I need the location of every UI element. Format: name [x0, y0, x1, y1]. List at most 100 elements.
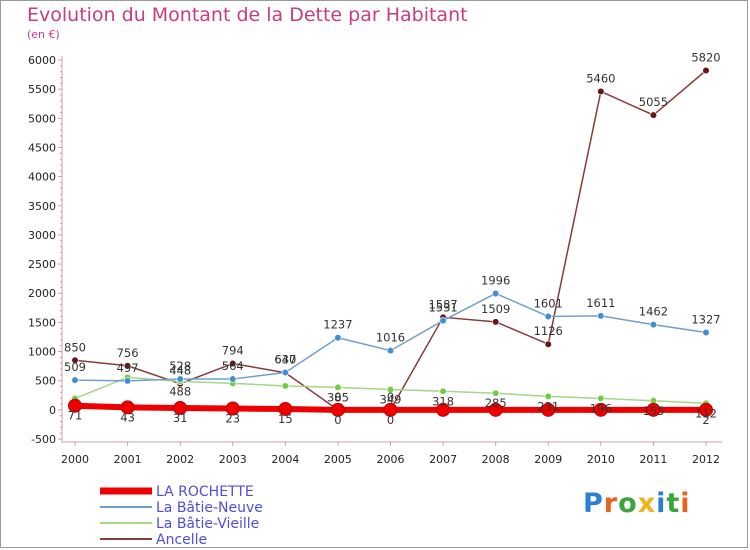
data-point [68, 398, 82, 413]
logo-letter: o [618, 488, 638, 519]
data-label: 31 [173, 411, 188, 425]
data-label: 1531 [428, 301, 457, 315]
y-tick-label: 500 [35, 375, 56, 388]
x-tick-label: 2004 [271, 453, 299, 466]
y-tick-label: 3000 [28, 229, 56, 242]
data-point [334, 383, 342, 391]
data-point [649, 111, 658, 119]
data-point [436, 402, 451, 417]
data-label: 640 [274, 353, 296, 367]
data-point [593, 402, 608, 417]
data-label: 528 [169, 359, 191, 373]
data-point [488, 402, 503, 417]
data-label: 1996 [481, 273, 510, 287]
data-label: 1462 [639, 305, 668, 319]
data-label: 231 [537, 399, 559, 413]
data-point [597, 312, 605, 320]
y-tick-label: 4000 [28, 171, 56, 184]
data-label: 1016 [376, 331, 405, 345]
data-point [699, 402, 713, 417]
x-tick-label: 2006 [377, 453, 405, 466]
data-label: 1601 [534, 296, 563, 310]
data-point [281, 368, 289, 377]
data-point [334, 334, 342, 342]
y-tick-label: 5500 [28, 83, 56, 96]
x-tick-label: 2002 [166, 453, 194, 466]
y-tick-label: -500 [31, 433, 56, 446]
data-label: 112 [695, 406, 717, 420]
data-point [597, 394, 605, 403]
data-point [281, 382, 289, 390]
data-point [173, 401, 188, 416]
logo-letter: i [656, 488, 667, 519]
y-tick-label: 6000 [28, 54, 56, 67]
data-point [702, 328, 710, 337]
data-point [330, 402, 345, 417]
data-label: 497 [117, 361, 139, 375]
x-tick-label: 2001 [114, 453, 142, 466]
data-label: 448 [169, 364, 191, 378]
legend-label: LA ROCHETTE [156, 484, 254, 500]
y-tick-label: 3500 [28, 200, 56, 213]
data-point [71, 356, 79, 364]
data-point [646, 402, 661, 417]
proxiti-logo: Proxiti [583, 488, 691, 519]
data-point [229, 375, 237, 383]
data-point [492, 318, 500, 326]
legend-label: Ancelle [156, 532, 207, 548]
y-tick-label: 4500 [28, 141, 56, 154]
data-point [225, 401, 240, 416]
y-tick-label: 5000 [28, 112, 56, 125]
data-point [597, 87, 605, 96]
data-label: 23 [225, 412, 240, 426]
data-label: 488 [169, 384, 191, 398]
y-tick-label: 2000 [28, 287, 56, 300]
data-point [123, 377, 132, 385]
data-point [492, 389, 500, 397]
logo-letter: P [583, 488, 604, 519]
x-tick-label: 2010 [587, 453, 615, 466]
data-point [541, 402, 556, 417]
data-point [492, 289, 500, 298]
data-point [229, 359, 237, 368]
x-tick-label: 2008 [482, 453, 510, 466]
y-tick-label: 2500 [28, 258, 56, 271]
data-label: 0 [387, 390, 394, 404]
data-label: 196 [590, 401, 612, 415]
data-label: 155 [642, 404, 664, 418]
x-tick-label: 2012 [692, 453, 720, 466]
x-tick-label: 2011 [639, 453, 667, 466]
data-label: 385 [327, 390, 349, 404]
data-label: 1509 [481, 302, 510, 316]
x-tick-label: 2007 [429, 453, 457, 466]
data-label: 637 [274, 353, 296, 367]
data-point [120, 400, 135, 415]
data-label: 5820 [691, 50, 720, 64]
data-label: 71 [68, 409, 83, 423]
data-point [386, 385, 395, 394]
data-label: 794 [222, 344, 244, 358]
chart-title: Evolution du Montant de la Dette par Hab… [27, 4, 468, 26]
x-tick-label: 2003 [219, 453, 247, 466]
data-label: 0 [334, 413, 341, 427]
data-point [649, 321, 658, 329]
data-point [71, 376, 79, 384]
data-point [439, 387, 447, 395]
y-tick-label: 1500 [28, 316, 56, 329]
data-point [544, 340, 552, 348]
data-point [386, 347, 395, 355]
data-point [123, 362, 132, 370]
logo-letter: x [637, 488, 657, 519]
data-label: 1587 [428, 297, 457, 311]
x-tick-label: 2000 [61, 453, 89, 466]
logo-letter: i [680, 488, 691, 519]
data-label: 1611 [586, 296, 615, 310]
data-label: 43 [120, 410, 135, 424]
data-label: 0 [334, 390, 341, 404]
data-point [544, 312, 552, 321]
chart-subtitle: (en €) [27, 28, 60, 41]
legend-label: La Bâtie-Neuve [156, 500, 263, 516]
legend-label: La Bâtie-Vieille [156, 516, 259, 532]
